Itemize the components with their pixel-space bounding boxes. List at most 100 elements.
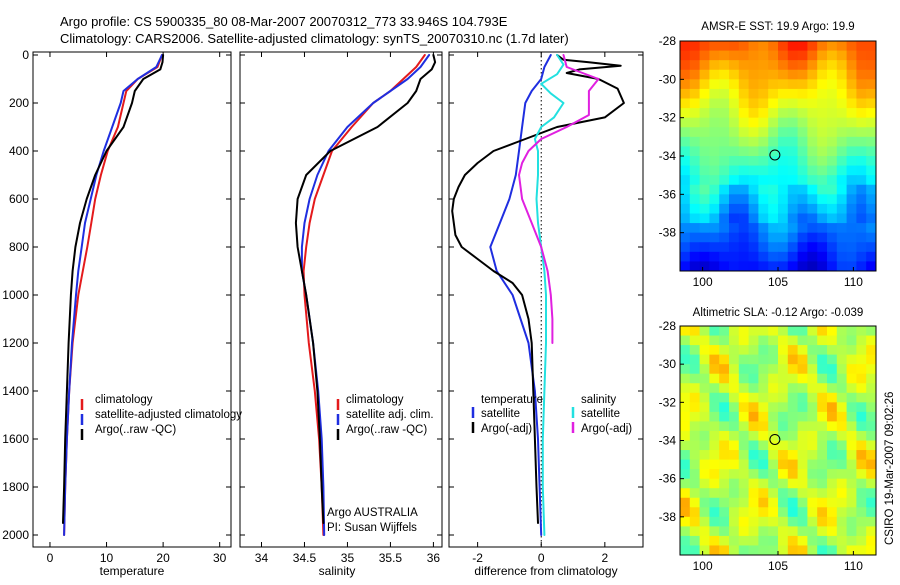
heatmap-cell: [807, 88, 818, 100]
heatmap-cell: [719, 354, 730, 365]
heatmap-cell: [709, 184, 720, 195]
heatmap-cell: [768, 223, 779, 234]
heatmap-cell: [866, 526, 876, 537]
heatmap-cell: [729, 335, 740, 346]
heatmap-cell: [758, 354, 769, 365]
heatmap-cell: [758, 127, 769, 138]
heatmap-cell: [787, 232, 799, 243]
heatmap-cell: [719, 383, 730, 394]
heatmap-cell: [748, 232, 759, 243]
heatmap-cell: [709, 335, 720, 346]
heatmap-cell: [807, 69, 818, 80]
heatmap-cell: [787, 69, 799, 80]
heatmap-cell: [856, 535, 867, 547]
heatmap-cell: [787, 98, 799, 109]
heatmap-cell: [866, 478, 876, 489]
heatmap-cell: [817, 364, 828, 375]
heatmap-cell: [778, 430, 789, 442]
heatmap-cell: [846, 251, 857, 263]
heatmap-cell: [758, 223, 769, 234]
map-y-tick-label: -38: [659, 510, 677, 524]
heatmap-cell: [748, 194, 759, 205]
heatmap-cell: [680, 450, 691, 461]
difference-axes-box: [448, 51, 644, 548]
heatmap-cell: [680, 203, 691, 215]
heatmap-cell: [797, 261, 808, 271]
heatmap-cell: [748, 41, 759, 52]
heatmap-cell: [797, 184, 808, 195]
heatmap-cell: [836, 79, 848, 90]
heatmap-cell: [748, 203, 759, 215]
heatmap-cell: [866, 345, 876, 356]
heatmap-cell: [836, 88, 848, 100]
heatmap-cell: [680, 136, 691, 148]
heatmap-cell: [748, 117, 759, 128]
heatmap-cell: [768, 478, 779, 489]
heatmap-cell: [768, 326, 779, 337]
heatmap-cell: [768, 364, 779, 375]
heatmap-cell: [680, 507, 691, 518]
heatmap-cell: [719, 402, 730, 413]
temperature-panel: 0 10 20 30 0 200 400 600 800 1000 1200 1400 1600 1800…: [2, 48, 242, 578]
heatmap-cell: [758, 383, 769, 394]
heatmap-cell: [856, 411, 867, 423]
salinity-axes-box: [239, 51, 443, 548]
heatmap-cell: [846, 60, 857, 71]
heatmap-cell: [787, 50, 799, 61]
heatmap-cell: [758, 450, 769, 461]
heatmap-cell: [827, 127, 838, 138]
heatmap-cell: [680, 469, 691, 480]
map-y-tick-label: -36: [659, 187, 677, 201]
heatmap-cell: [768, 383, 779, 394]
heatmap-cell: [856, 469, 867, 480]
heatmap-cell: [699, 165, 710, 176]
y-tick-label: 400: [9, 144, 29, 158]
heatmap-cell: [856, 545, 867, 555]
heatmap-cell: [866, 459, 876, 470]
heatmap-cell: [807, 41, 818, 52]
legend-label-argo: Argo(..raw -QC): [95, 424, 176, 436]
heatmap-cell: [699, 516, 710, 527]
heatmap-cell: [856, 251, 867, 263]
heatmap-cell: [836, 242, 848, 253]
heatmap-cell: [758, 175, 769, 186]
heatmap-cell: [787, 213, 799, 224]
heatmap-cell: [709, 127, 720, 138]
heatmap-cell: [768, 251, 779, 263]
heatmap-cell: [699, 497, 710, 508]
heatmap-cell: [768, 488, 779, 499]
heatmap-cell: [768, 136, 779, 148]
heatmap-cell: [689, 392, 701, 403]
heatmap-cell: [817, 213, 828, 224]
heatmap-cell: [748, 146, 759, 157]
heatmap-cell: [738, 251, 750, 263]
heatmap-cell: [699, 175, 710, 186]
heatmap-cell: [758, 79, 769, 90]
heatmap-cell: [846, 469, 857, 480]
heatmap-cell: [748, 326, 759, 337]
heatmap-cell: [827, 117, 838, 128]
heatmap-cell: [787, 251, 799, 263]
heatmap-cell: [729, 507, 740, 518]
heatmap-cell: [709, 213, 720, 224]
heatmap-cell: [699, 488, 710, 499]
heatmap-cell: [836, 203, 848, 215]
heatmap-cell: [846, 127, 857, 138]
heatmap-cell: [768, 392, 779, 403]
heatmap-cell: [748, 478, 759, 489]
heatmap-cell: [778, 516, 789, 527]
heatmap-cell: [856, 184, 867, 195]
heatmap-cell: [827, 507, 838, 518]
heatmap-cell: [866, 469, 876, 480]
heatmap-cell: [758, 535, 769, 547]
heatmap-cell: [836, 108, 848, 119]
heatmap-cell: [827, 411, 838, 423]
heatmap-cell: [738, 411, 750, 423]
heatmap-cell: [797, 242, 808, 253]
y-tick-label: 1600: [2, 432, 29, 446]
heatmap-cell: [719, 223, 730, 234]
heatmap-cell: [778, 136, 789, 148]
heatmap-cell: [778, 98, 789, 109]
heatmap-cell: [807, 98, 818, 109]
heatmap-cell: [729, 516, 740, 527]
